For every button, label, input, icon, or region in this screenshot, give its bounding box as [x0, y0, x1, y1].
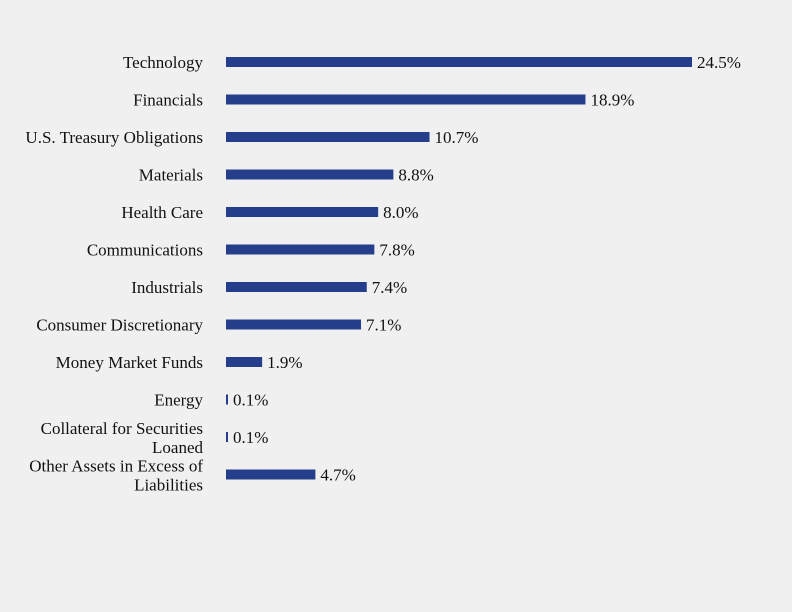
- data-label: 24.5%: [697, 53, 741, 72]
- category-label: Financials: [133, 91, 203, 110]
- category-label: Loaned: [152, 438, 203, 457]
- data-label: 7.1%: [366, 316, 401, 335]
- data-label: 0.1%: [233, 428, 268, 447]
- category-label: Other Assets in Excess of: [29, 457, 203, 476]
- category-label: Health Care: [121, 203, 203, 222]
- bar: [226, 357, 263, 367]
- category-label: Technology: [123, 53, 204, 72]
- category-label: Materials: [139, 166, 203, 185]
- category-label: Consumer Discretionary: [36, 316, 203, 335]
- bar: [226, 432, 228, 442]
- data-label: 7.4%: [372, 278, 407, 297]
- data-label: 7.8%: [379, 241, 414, 260]
- bar: [226, 207, 379, 217]
- category-label: Communications: [87, 241, 203, 260]
- data-label: 4.7%: [320, 466, 355, 485]
- data-label: 1.9%: [267, 353, 302, 372]
- bar: [226, 319, 362, 330]
- bar: [226, 469, 316, 480]
- data-label: 18.9%: [590, 91, 634, 110]
- data-label: 8.0%: [383, 203, 418, 222]
- bar: [226, 169, 394, 180]
- category-label: Liabilities: [134, 476, 203, 495]
- bar: [226, 244, 375, 255]
- bar: [226, 132, 430, 142]
- bar: [226, 282, 367, 292]
- bar: [226, 394, 228, 405]
- data-label: 10.7%: [435, 128, 479, 147]
- category-label: Energy: [154, 391, 203, 410]
- bar: [226, 57, 692, 67]
- bar: [226, 94, 586, 105]
- data-label: 8.8%: [398, 166, 433, 185]
- data-label: 0.1%: [233, 391, 268, 410]
- category-label: U.S. Treasury Obligations: [25, 128, 203, 147]
- category-label: Money Market Funds: [56, 353, 203, 372]
- category-label: Industrials: [131, 278, 203, 297]
- category-label: Collateral for Securities: [41, 419, 203, 438]
